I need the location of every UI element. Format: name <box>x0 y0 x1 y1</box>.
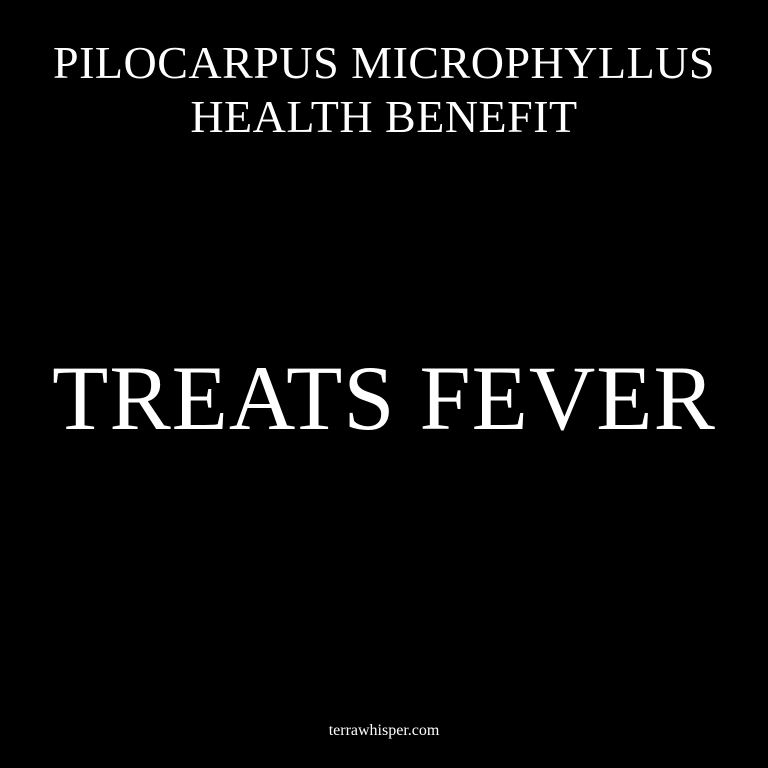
card-header: PILOCARPUS MICROPHYLLUS HEALTH BENEFIT <box>0 36 768 144</box>
plant-name-title: PILOCARPUS MICROPHYLLUS <box>52 37 715 88</box>
site-credit: terrawhisper.com <box>328 722 440 739</box>
health-benefit-subtitle: HEALTH BENEFIT <box>190 91 578 142</box>
benefit-headline: TREATS FEVER <box>52 347 716 449</box>
